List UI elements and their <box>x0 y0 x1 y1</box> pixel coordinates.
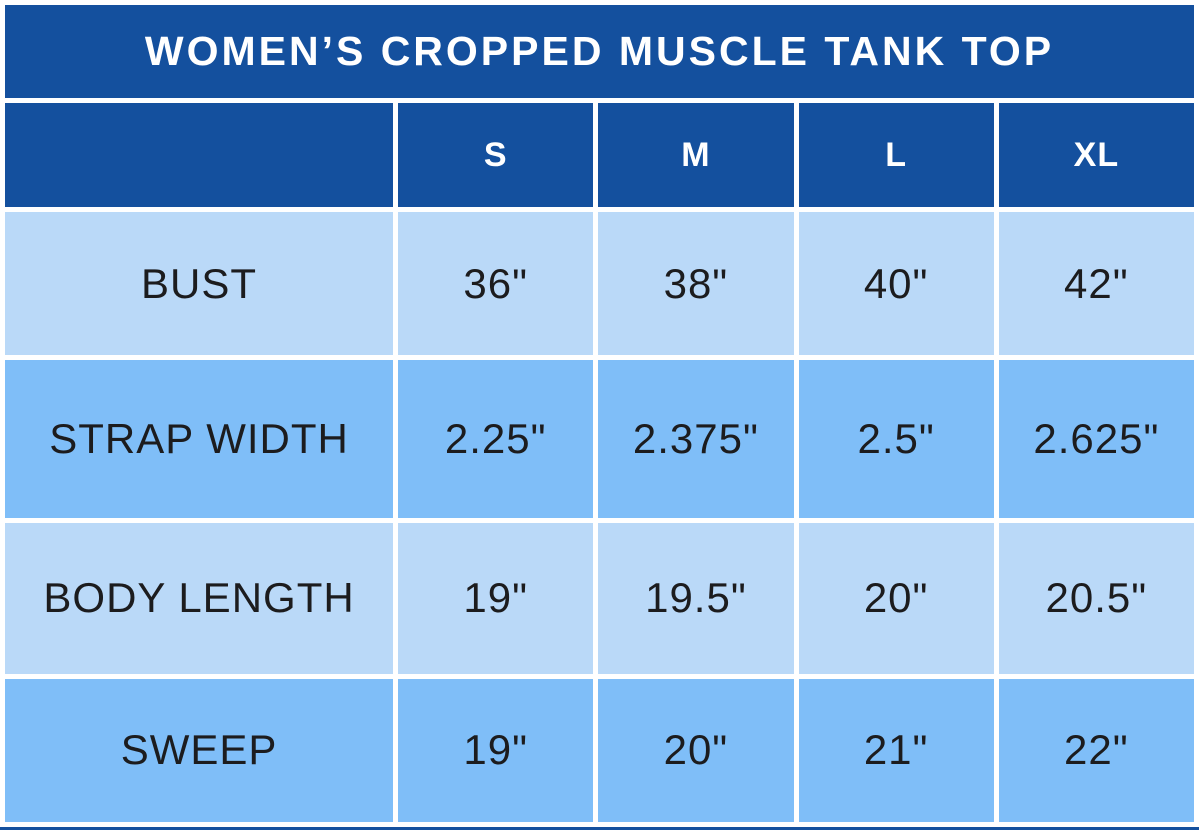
table-row-strap-width: STRAP WIDTH 2.25" 2.375" 2.5" 2.625" <box>5 360 1194 518</box>
chart-title: WOMEN’S CROPPED MUSCLE TANK TOP <box>5 5 1194 99</box>
value-cell: 2.625" <box>998 360 1194 518</box>
table-row-bust: BUST 36" 38" 40" 42" <box>5 211 1194 356</box>
value-cell: 19" <box>398 678 594 822</box>
value-cell: 38" <box>598 211 794 356</box>
measurement-label: BODY LENGTH <box>5 522 394 674</box>
measurement-label: BUST <box>5 211 394 356</box>
size-header-l: L <box>798 103 994 207</box>
table-row-body-length: BODY LENGTH 19" 19.5" 20" 20.5" <box>5 522 1194 674</box>
size-header-s: S <box>398 103 594 207</box>
bottom-rule <box>0 827 1199 830</box>
value-cell: 22" <box>998 678 1194 822</box>
corner-cell <box>5 103 394 207</box>
size-header-xl: XL <box>998 103 1194 207</box>
value-cell: 2.375" <box>598 360 794 518</box>
value-cell: 21" <box>798 678 994 822</box>
value-cell: 19" <box>398 522 594 674</box>
value-cell: 19.5" <box>598 522 794 674</box>
size-header-m: M <box>598 103 794 207</box>
size-header-row: S M L XL <box>5 103 1194 207</box>
value-cell: 42" <box>998 211 1194 356</box>
measurement-label: STRAP WIDTH <box>5 360 394 518</box>
value-cell: 2.5" <box>798 360 994 518</box>
table-row-sweep: SWEEP 19" 20" 21" 22" <box>5 678 1194 822</box>
value-cell: 2.25" <box>398 360 594 518</box>
value-cell: 20" <box>598 678 794 822</box>
value-cell: 36" <box>398 211 594 356</box>
measurement-label: SWEEP <box>5 678 394 822</box>
title-row: WOMEN’S CROPPED MUSCLE TANK TOP <box>5 5 1194 99</box>
value-cell: 40" <box>798 211 994 356</box>
value-cell: 20" <box>798 522 994 674</box>
value-cell: 20.5" <box>998 522 1194 674</box>
